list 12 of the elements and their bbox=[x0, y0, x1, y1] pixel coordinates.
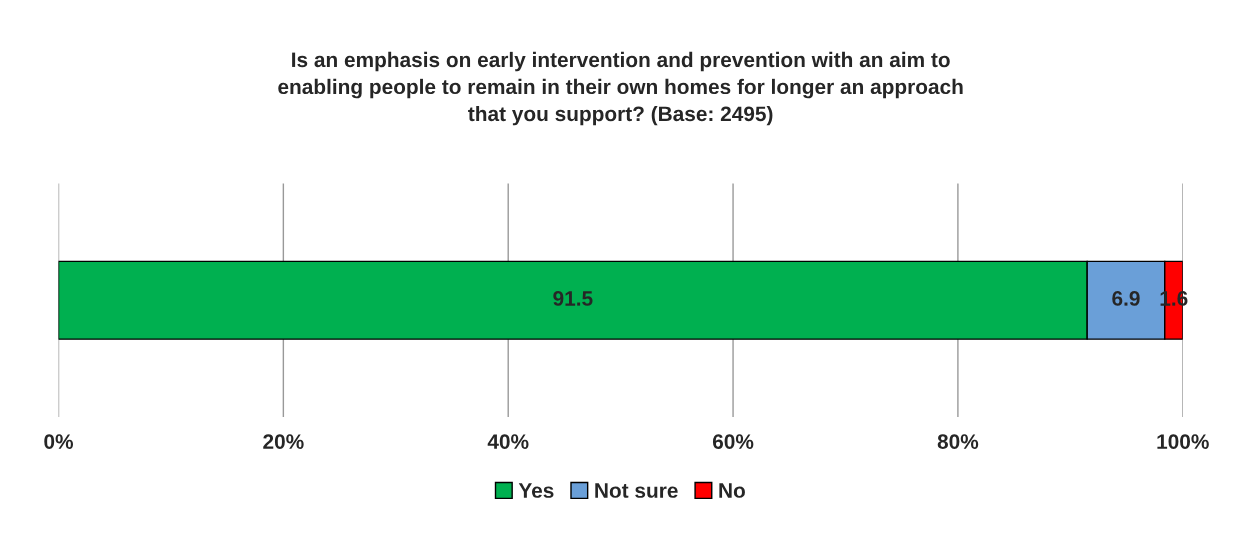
x-tick-label: 0% bbox=[44, 434, 74, 449]
x-tick-label: 100% bbox=[1157, 434, 1209, 449]
legend-label: Not sure bbox=[595, 483, 678, 498]
data-label: 6.9 bbox=[1112, 291, 1140, 306]
x-tick-label: 60% bbox=[712, 434, 754, 449]
chart-title: Is an emphasis on early intervention and prevention with an aim to enabling people to remain in their own homes for longer an approach that you support? (Base: 2495) bbox=[278, 51, 963, 126]
x-tick-label: 20% bbox=[263, 434, 304, 449]
data-label: 91.5 bbox=[553, 291, 593, 306]
x-tick-label: 40% bbox=[487, 434, 529, 449]
legend-label: No bbox=[719, 483, 745, 498]
legend-label: Yes bbox=[518, 483, 554, 498]
x-tick-label: 80% bbox=[937, 434, 979, 449]
